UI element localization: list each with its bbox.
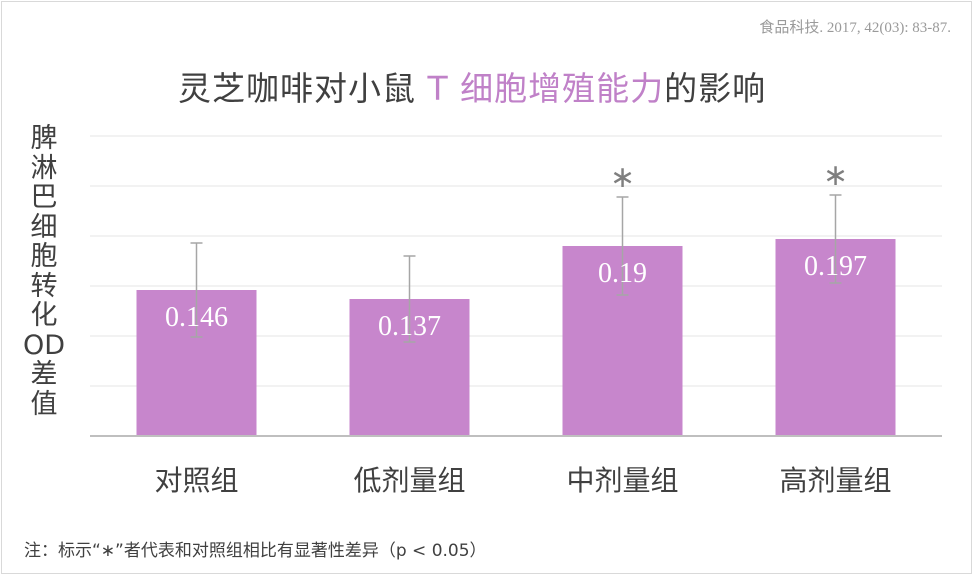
chart-title: 灵芝咖啡对小鼠 T 细胞增殖能力的影响 (178, 62, 766, 110)
data-label-2: 0.137 (378, 311, 441, 342)
significance-marker-3: ∗ (610, 160, 635, 195)
chart-title-part-1: 灵芝咖啡对小鼠 (178, 69, 428, 108)
significance-footnote: 注：标示“∗”者代表和对照组相比有显著性差异（p < 0.05） (24, 541, 487, 561)
data-label-1: 0.146 (165, 302, 228, 333)
category-label-3: 中剂量组 (566, 464, 678, 497)
significance-marker-4: ∗ (823, 158, 848, 193)
category-label-4: 高剂量组 (779, 464, 891, 497)
chart-title-part-3: 的影响 (664, 69, 767, 108)
data-label-4: 0.197 (804, 251, 867, 282)
citation: 食品科技. 2017, 42(03): 83-87. (759, 20, 951, 36)
chart-title-highlight: T 细胞增殖能力 (427, 69, 665, 108)
y-axis-label: 脾淋巴细胞转化OD差值 (22, 123, 66, 420)
category-label-2: 低剂量组 (353, 464, 465, 497)
data-label-3: 0.19 (598, 258, 647, 289)
category-label-1: 对照组 (154, 464, 238, 497)
